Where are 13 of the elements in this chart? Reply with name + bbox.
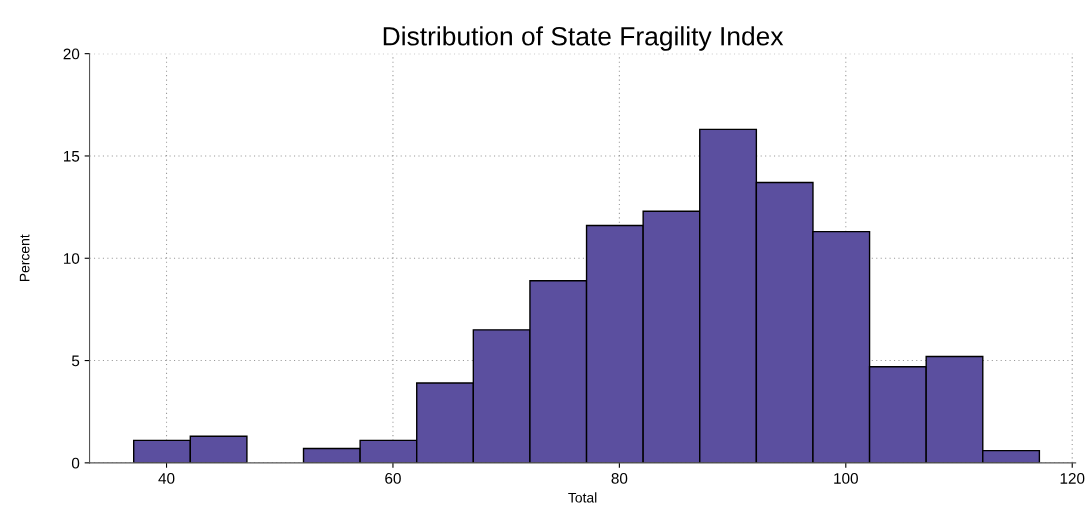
x-tick-label: 100 [834, 472, 858, 484]
y-tick-label: 15 [63, 150, 80, 162]
y-tick-label: 5 [71, 355, 80, 367]
y-axis-title: Percent [19, 234, 30, 282]
chart-title: Distribution of State Fragility Index [383, 26, 784, 51]
y-tick-label: 0 [71, 457, 80, 469]
x-tick-label: 80 [611, 472, 628, 484]
x-tick-label: 40 [158, 472, 175, 484]
x-axis-title: Total [568, 492, 597, 503]
y-tick-label: 10 [63, 253, 80, 264]
x-tick-label: 120 [1060, 472, 1085, 484]
y-tick-label: 20 [63, 48, 80, 60]
x-tick-label: 60 [385, 472, 401, 484]
